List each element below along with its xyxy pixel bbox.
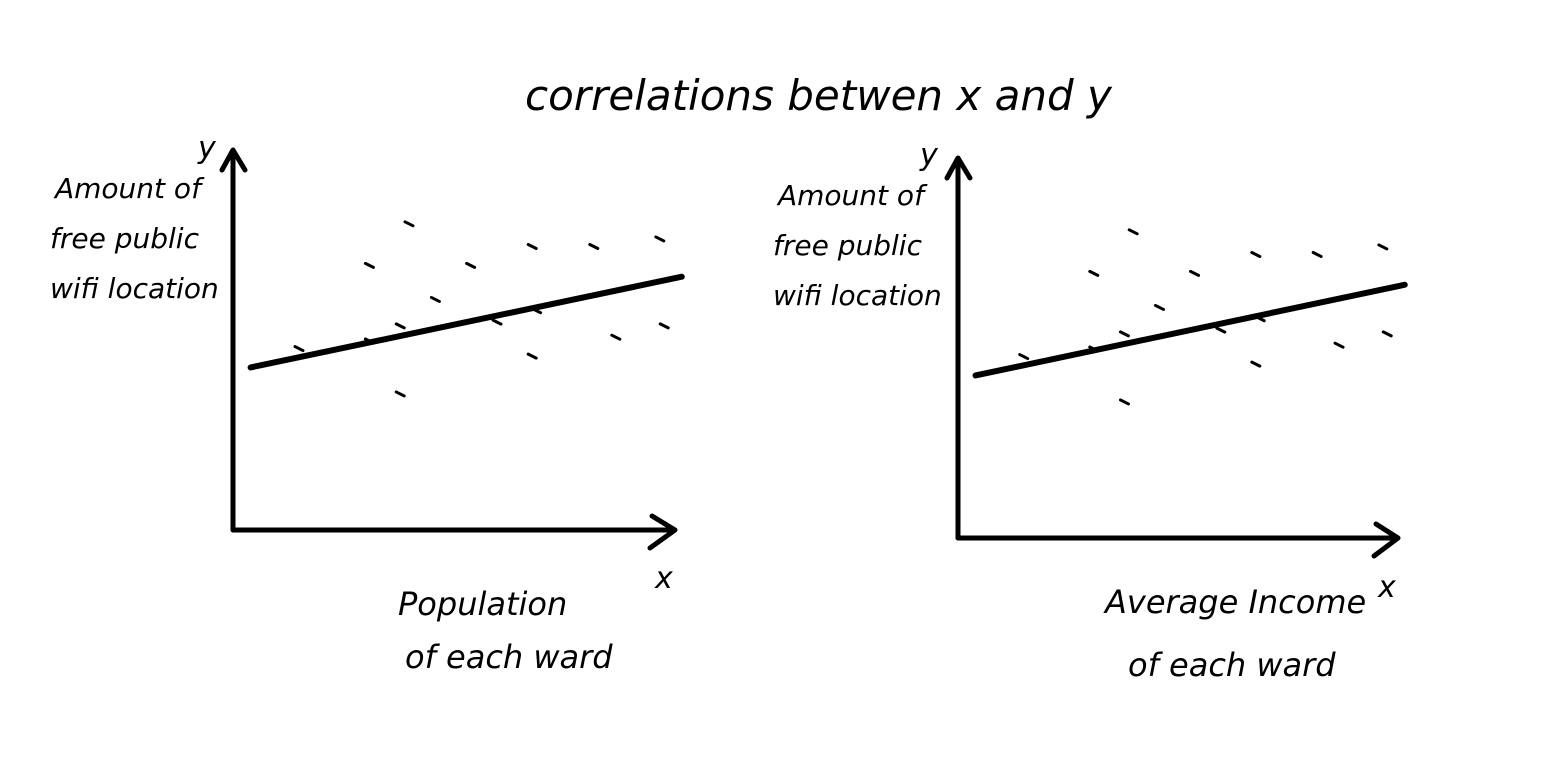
chart-1-point-16: [658, 322, 670, 330]
chart-2-point-15: [1377, 243, 1389, 251]
chart-2-point-7: [1153, 303, 1165, 311]
chart-1-point-14: [610, 333, 622, 341]
chart-2-point-1: [1018, 353, 1030, 361]
chart-2-xlabel-line-1: Average Income: [1103, 583, 1366, 621]
chart-1-point-15: [654, 235, 666, 243]
chart-1-point-10: [526, 243, 538, 250]
chart-1-point-7: [429, 295, 441, 303]
chart-1-x-axis: [230, 513, 678, 551]
chart-2-ylabel-line-2: free public: [773, 229, 923, 262]
chart-2-point-13: [1311, 251, 1323, 258]
chart-2-point-6: [1127, 228, 1139, 236]
chart-1-y-axis-letter: y: [197, 131, 217, 166]
chart-2-point-4: [1118, 398, 1130, 406]
chart-2-x-axis-letter: x: [1377, 570, 1396, 605]
chart-2-ylabel-line-3: wifi location: [773, 279, 942, 312]
chart-1-trendline: [247, 273, 685, 371]
chart-2-y-axis: [944, 155, 973, 541]
chart-1-point-2: [363, 261, 375, 269]
page-title: correlations betwen x and y: [525, 71, 1113, 120]
chart-2-xlabel-line-2: of each ward: [1128, 646, 1336, 684]
chart-1-point-5: [394, 322, 406, 330]
chart-2-y-axis-letter: y: [919, 138, 939, 173]
chart-2-point-2: [1088, 269, 1100, 277]
chart-1-y-axis: [219, 147, 248, 533]
chart-1-point-13: [588, 243, 600, 250]
chart-1-point-6: [403, 220, 415, 228]
chart-2-point-10: [1250, 251, 1262, 258]
chart-2-point-5: [1118, 330, 1130, 338]
chart-2-trendline: [972, 281, 1408, 379]
chart-1-point-4: [394, 390, 406, 398]
chart-1-point-11: [526, 352, 538, 360]
chart-1-point-8: [465, 261, 477, 269]
chart-2-point-8: [1189, 269, 1201, 277]
chart-1-point-1: [293, 345, 305, 353]
chart-2-x-axis: [955, 521, 1401, 559]
chart-1-ylabel-line-2: free public: [50, 222, 200, 255]
chart-2: Amount of free public wifi location y x …: [773, 138, 1408, 684]
chart-1-xlabel-line-2: of each ward: [405, 638, 613, 676]
chart-1-xlabel-line-1: Population: [398, 585, 567, 623]
chart-2-ylabel-line-1: Amount of: [776, 179, 928, 212]
chart-1-point-9: [491, 318, 503, 326]
chart-1-ylabel-line-3: wifi location: [50, 272, 219, 305]
chart-2-point-14: [1333, 341, 1345, 349]
chart-2-point-9: [1215, 326, 1227, 334]
chart-2-point-16: [1381, 330, 1393, 338]
chart-1-ylabel-line-1: Amount of: [53, 172, 205, 205]
chart-2-point-11: [1250, 360, 1262, 368]
chart-1-x-axis-letter: x: [654, 561, 673, 596]
chart-1: Amount of free public wifi location y x …: [50, 131, 685, 676]
